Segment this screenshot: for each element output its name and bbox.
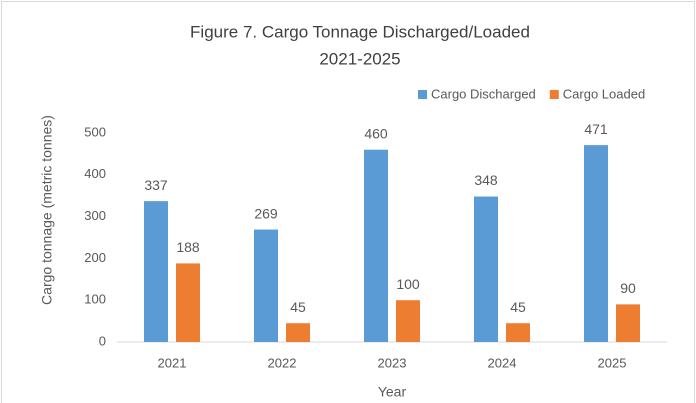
x-tick-label: 2023	[378, 355, 407, 370]
data-label: 45	[510, 299, 526, 315]
data-label: 188	[176, 239, 200, 255]
bar	[286, 323, 310, 342]
legend-label: Cargo Discharged	[431, 86, 536, 101]
x-tick-label: 2022	[268, 355, 297, 370]
y-tick-label: 100	[84, 292, 106, 307]
data-label: 90	[620, 280, 636, 296]
bar	[506, 323, 530, 342]
y-tick-label: 400	[84, 166, 106, 181]
data-label: 471	[584, 121, 608, 137]
bar	[616, 304, 640, 342]
chart-title: 2021-2025	[319, 49, 400, 68]
legend-swatch	[549, 90, 559, 99]
y-axis-label: Cargo tonnage (metric tonnes)	[39, 115, 55, 305]
data-label: 460	[364, 125, 388, 141]
legend-swatch	[418, 90, 427, 99]
x-tick-label: 2024	[488, 355, 517, 370]
x-axis-label: Year	[378, 384, 407, 400]
bar	[364, 149, 388, 342]
chart-title: Figure 7. Cargo Tonnage Discharged/Loade…	[190, 22, 530, 41]
bar	[254, 229, 278, 342]
bar	[176, 263, 200, 342]
data-label: 269	[254, 205, 278, 221]
y-tick-label: 300	[84, 208, 106, 223]
y-tick-label: 500	[84, 124, 106, 139]
data-label: 337	[144, 177, 168, 193]
data-label: 348	[474, 172, 498, 188]
y-tick-label: 200	[84, 250, 106, 265]
y-tick-label: 0	[99, 333, 106, 348]
bar	[396, 300, 420, 342]
data-label: 45	[290, 299, 306, 315]
bar	[584, 145, 608, 342]
bar	[144, 201, 168, 342]
x-tick-label: 2025	[598, 355, 627, 370]
x-tick-label: 2021	[158, 355, 187, 370]
bar	[474, 196, 498, 342]
legend-label: Cargo Loaded	[563, 86, 645, 101]
data-label: 100	[396, 276, 420, 292]
